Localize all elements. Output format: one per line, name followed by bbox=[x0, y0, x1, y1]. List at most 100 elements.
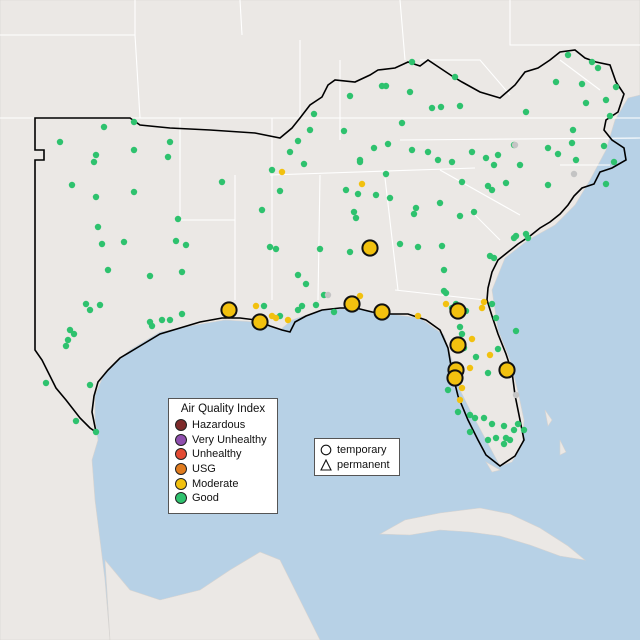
good-site-marker bbox=[340, 127, 348, 135]
good-monitor-sites bbox=[42, 51, 620, 448]
good-site-marker bbox=[146, 272, 154, 280]
good-site-marker bbox=[172, 237, 180, 245]
good-site-marker bbox=[300, 160, 308, 168]
moderate-site-marker bbox=[458, 384, 466, 392]
very-unhealthy-swatch-icon bbox=[175, 433, 187, 446]
moderate-temporary-monitor-marker bbox=[251, 313, 269, 331]
no-data-site-marker bbox=[324, 291, 332, 299]
good-site-marker bbox=[437, 103, 445, 111]
good-site-marker bbox=[471, 414, 479, 422]
good-site-marker bbox=[436, 199, 444, 207]
moderate-site-marker bbox=[358, 180, 366, 188]
good-site-marker bbox=[492, 314, 500, 322]
good-site-marker bbox=[86, 381, 94, 389]
moderate-site-marker bbox=[480, 298, 488, 306]
good-site-marker bbox=[92, 428, 100, 436]
good-site-marker bbox=[164, 153, 172, 161]
good-site-marker bbox=[398, 119, 406, 127]
legend-row-unhealthy: Unhealthy bbox=[175, 447, 271, 462]
good-site-marker bbox=[272, 245, 280, 253]
state-border bbox=[509, 0, 640, 46]
good-site-marker bbox=[492, 434, 500, 442]
good-site-marker bbox=[330, 308, 338, 316]
good-site-marker bbox=[544, 181, 552, 189]
state-border bbox=[399, 0, 406, 61]
good-site-marker bbox=[92, 193, 100, 201]
good-site-marker bbox=[266, 243, 274, 251]
good-site-marker bbox=[352, 214, 360, 222]
good-site-marker bbox=[408, 146, 416, 154]
good-site-marker bbox=[104, 266, 112, 274]
good-site-marker bbox=[588, 58, 596, 66]
good-site-marker bbox=[554, 150, 562, 158]
good-site-marker bbox=[412, 204, 420, 212]
moderate-temporary-monitors bbox=[220, 239, 516, 387]
good-site-marker bbox=[56, 138, 64, 146]
moderate-temporary-monitor-marker bbox=[343, 295, 361, 313]
moderate-site-marker bbox=[278, 168, 286, 176]
good-site-marker bbox=[346, 92, 354, 100]
good-site-marker bbox=[442, 289, 450, 297]
usg-swatch-icon bbox=[175, 463, 187, 476]
good-site-marker bbox=[451, 73, 459, 81]
good-site-marker bbox=[522, 108, 530, 116]
good-site-marker bbox=[166, 316, 174, 324]
good-site-marker bbox=[98, 240, 106, 248]
good-site-marker bbox=[490, 161, 498, 169]
good-site-marker bbox=[120, 238, 128, 246]
good-site-marker bbox=[488, 300, 496, 308]
good-site-marker bbox=[276, 187, 284, 195]
legend-label: temporary bbox=[337, 443, 387, 456]
legend-row-temporary: temporary bbox=[320, 442, 394, 457]
circle-icon bbox=[320, 444, 332, 455]
good-site-marker bbox=[524, 234, 532, 242]
region-outline bbox=[34, 49, 627, 467]
good-site-marker bbox=[218, 178, 226, 186]
good-site-marker bbox=[130, 118, 138, 126]
legend-row-moderate: Moderate bbox=[175, 476, 271, 491]
good-site-marker bbox=[166, 138, 174, 146]
good-site-marker bbox=[512, 327, 520, 335]
good-site-marker bbox=[480, 414, 488, 422]
good-site-marker bbox=[64, 336, 72, 344]
good-site-marker bbox=[438, 242, 446, 250]
triangle-icon bbox=[320, 458, 332, 471]
good-site-marker bbox=[502, 179, 510, 187]
good-site-marker bbox=[512, 232, 520, 240]
good-site-marker bbox=[408, 58, 416, 66]
good-site-marker bbox=[258, 206, 266, 214]
good-site-marker bbox=[488, 186, 496, 194]
moderate-site-marker bbox=[478, 304, 486, 312]
good-site-marker bbox=[486, 252, 494, 260]
hazardous-swatch-icon bbox=[175, 419, 187, 432]
aqi-legend: Air Quality Index Hazardous Very Unhealt… bbox=[168, 398, 278, 514]
good-site-marker bbox=[544, 144, 552, 152]
no-data-site-marker bbox=[511, 141, 519, 149]
good-site-marker bbox=[396, 240, 404, 248]
good-site-marker bbox=[100, 123, 108, 131]
moderate-site-marker bbox=[414, 312, 422, 320]
good-site-marker bbox=[354, 190, 362, 198]
good-site-marker bbox=[568, 139, 576, 147]
good-site-marker bbox=[484, 182, 492, 190]
legend-label: Very Unhealthy bbox=[192, 433, 267, 446]
good-site-marker bbox=[578, 80, 586, 88]
good-site-marker bbox=[406, 88, 414, 96]
good-site-marker bbox=[610, 158, 618, 166]
good-site-marker bbox=[456, 212, 464, 220]
good-site-marker bbox=[472, 353, 480, 361]
legend-row-hazardous: Hazardous bbox=[175, 418, 271, 433]
good-site-marker bbox=[482, 154, 490, 162]
moderate-temporary-monitor-marker bbox=[449, 336, 467, 354]
good-site-marker bbox=[316, 245, 324, 253]
good-site-marker bbox=[90, 158, 98, 166]
monitor-type-legend: temporary permanent bbox=[314, 438, 400, 476]
good-site-marker bbox=[82, 300, 90, 308]
good-site-marker bbox=[178, 268, 186, 276]
good-site-marker bbox=[294, 271, 302, 279]
good-site-marker bbox=[602, 180, 610, 188]
good-site-marker bbox=[484, 369, 492, 377]
good-site-marker bbox=[466, 411, 474, 419]
legend-row-usg: USG bbox=[175, 462, 271, 477]
